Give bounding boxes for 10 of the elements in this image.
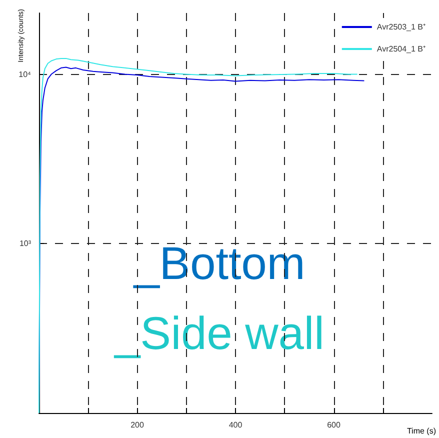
y-tick-label: 10⁴ xyxy=(18,70,32,79)
x-axis-title: Time (s) xyxy=(406,426,436,436)
legend-label: Avr2504_1 B⁺ xyxy=(376,44,426,54)
x-tick-label: 200 xyxy=(130,420,144,430)
y-tick-label: 10³ xyxy=(19,239,32,248)
annotation: _Bottom xyxy=(132,237,306,289)
x-tick-label: 400 xyxy=(228,420,243,430)
legend-label: Avr2503_1 B⁺ xyxy=(376,22,426,32)
x-tick-label: 600 xyxy=(327,420,341,430)
annotation: _Side wall xyxy=(114,307,324,359)
